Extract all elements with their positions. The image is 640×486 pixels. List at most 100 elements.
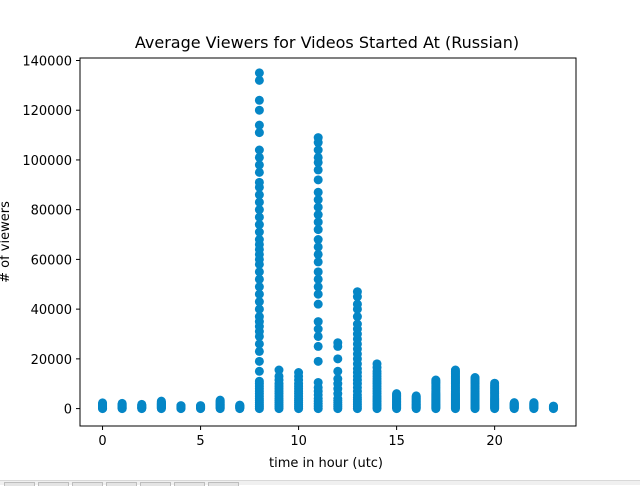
data-point [254,267,264,277]
data-point [254,190,264,200]
data-point [313,299,323,309]
x-tick-label: 20 [486,434,503,449]
data-point [254,289,264,299]
data-point [156,396,166,406]
data-point [254,312,264,322]
data-point [411,391,421,401]
data-point [313,356,323,366]
home-icon[interactable] [4,482,35,486]
chart-title: Average Viewers for Videos Started At (R… [135,33,519,52]
data-point [352,312,362,322]
data-point [98,398,108,408]
data-point [313,341,323,351]
data-point [548,401,558,411]
data-point [294,368,304,378]
data-point [333,374,343,384]
data-point [313,133,323,143]
data-point [254,220,264,230]
data-point [431,375,441,385]
y-tick-label: 120000 [22,104,72,119]
plot-area-frame [79,57,577,427]
data-point [176,401,186,411]
forward-icon[interactable] [72,482,103,486]
save-icon[interactable] [208,482,239,486]
data-point [254,128,264,138]
data-point [254,120,264,130]
data-point [313,282,323,292]
data-point [254,212,264,222]
data-point [313,202,323,212]
data-points [98,68,558,414]
toolbar [0,480,640,486]
data-point [450,365,460,375]
y-tick-label: 60000 [31,253,72,268]
data-point [254,376,264,386]
data-point [254,227,264,237]
data-point [313,145,323,155]
data-point [333,338,343,348]
data-point [313,274,323,284]
back-icon[interactable] [38,482,69,486]
data-point [392,389,402,399]
configure-icon[interactable] [174,482,205,486]
data-point [470,373,480,383]
data-point [313,152,323,162]
data-point [254,68,264,78]
data-point [254,356,264,366]
data-point [254,167,264,177]
data-point [254,160,264,170]
data-point [254,346,264,356]
data-point [254,339,264,349]
data-point [137,399,147,409]
data-point [117,398,127,408]
data-point [490,378,500,388]
data-point [215,395,225,405]
x-tick-label: 15 [388,434,405,449]
data-point [352,287,362,297]
data-point [333,366,343,376]
data-point [313,377,323,387]
x-tick-label: 5 [196,434,204,449]
data-point [313,210,323,220]
data-point [274,365,284,375]
data-point [254,75,264,85]
pan-icon[interactable] [106,482,137,486]
data-point [254,95,264,105]
data-point [235,400,245,410]
data-point [313,267,323,277]
data-point [254,205,264,215]
data-point [254,152,264,162]
data-point [254,282,264,292]
data-point [313,165,323,175]
data-point [254,197,264,207]
data-point [313,249,323,259]
y-tick-label: 20000 [31,353,72,368]
data-point [313,217,323,227]
data-point [313,242,323,252]
zoom-icon[interactable] [140,482,171,486]
x-tick-label: 0 [98,434,106,449]
data-point [313,331,323,341]
data-point [254,304,264,314]
data-point [352,319,362,329]
data-point [352,299,362,309]
data-point [313,324,323,334]
data-point [274,371,284,381]
data-point [254,235,264,245]
data-point [313,175,323,185]
data-point [313,235,323,245]
y-tick-label: 80000 [31,204,72,219]
y-tick-label: 140000 [22,54,72,69]
data-point [313,317,323,327]
data-point [254,297,264,307]
data-point [313,225,323,235]
data-point [313,187,323,197]
data-point [313,289,323,299]
y-axis-label: # of viewers [0,201,13,283]
x-axis-label: time in hour (utc) [269,456,383,471]
x-axis-ticks: 0 5 10 15 20 [98,426,503,449]
data-point [509,398,519,408]
y-tick-label: 40000 [31,303,72,318]
data-point [372,359,382,369]
